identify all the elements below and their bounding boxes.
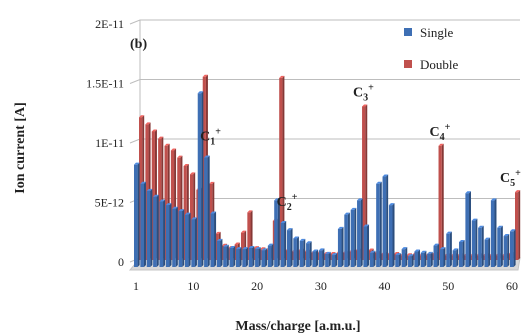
y-tick-label-4: 2E-11	[95, 17, 124, 31]
bar-single-20	[255, 247, 261, 267]
legend: Single Double	[404, 25, 459, 72]
peak-label-c2: C2+	[277, 192, 298, 213]
peak-label-c5: C5+	[500, 168, 521, 189]
bar-single-24	[280, 220, 287, 267]
bar-single-40	[382, 174, 389, 267]
peak-label-c3: C3+	[353, 82, 374, 103]
bar-single-35	[350, 207, 357, 267]
y-axis-ticks: 0 5E-12 1E-11 1.5E-11 2E-11	[86, 17, 124, 269]
x-tick-label-2: 20	[251, 279, 263, 293]
legend-swatch-single	[404, 28, 412, 36]
x-tick-label-6: 60	[506, 279, 518, 293]
y-gridline-3	[129, 79, 520, 84]
bar-single-37	[363, 224, 370, 267]
bar-single-11	[197, 91, 204, 267]
bar-double-36	[362, 104, 368, 261]
bar-single-56	[484, 237, 491, 267]
bar-single-48	[433, 243, 440, 267]
bar-single-7	[172, 206, 178, 267]
legend-label-single: Single	[420, 25, 453, 40]
bar-single-18	[242, 247, 248, 267]
bar-single-3	[146, 188, 153, 267]
y-tick-label-2: 1E-11	[95, 136, 124, 150]
bar-single-41	[388, 203, 395, 267]
bar-single-5	[159, 199, 166, 267]
legend-label-double: Double	[420, 57, 459, 72]
y-tick-label-0: 0	[118, 255, 124, 269]
bar-single-38	[369, 250, 376, 267]
bar-single-50	[446, 231, 452, 267]
y-tick-label-1: 5E-12	[95, 196, 124, 210]
bar-single-19	[248, 245, 255, 267]
panel-label: (b)	[130, 37, 147, 52]
bar-single-58	[497, 225, 503, 267]
bar-single-33	[337, 226, 344, 267]
x-tick-label-3: 30	[315, 279, 327, 293]
bar-single-49	[439, 247, 446, 267]
bar-single-31	[325, 251, 331, 267]
bar-single-14	[216, 238, 223, 267]
bar-single-17	[235, 247, 242, 267]
y-tick-label-3: 1.5E-11	[86, 77, 124, 91]
bar-single-26	[293, 236, 299, 267]
bar-single-34	[344, 212, 350, 267]
bar-single-60	[510, 229, 516, 267]
bar-single-46	[420, 250, 427, 267]
bar-single-51	[452, 248, 459, 267]
legend-swatch-double	[404, 60, 412, 68]
bar-double-23	[279, 75, 285, 261]
bar-single-43	[401, 247, 408, 267]
bar-single-53	[465, 191, 471, 267]
chart-bars	[134, 74, 521, 267]
bar-double-60	[515, 190, 521, 260]
bar-single-6	[165, 203, 172, 267]
bar-single-4	[153, 194, 159, 267]
bar-double-48	[438, 143, 444, 260]
bar-single-22	[267, 243, 274, 267]
bar-single-57	[490, 198, 497, 267]
x-tick-label-4: 40	[379, 279, 391, 293]
bar-single-25	[286, 228, 293, 267]
y-gridline-4	[129, 19, 520, 25]
bar-single-16	[229, 245, 236, 267]
bar-single-30	[318, 248, 325, 267]
y-gridline-2	[129, 138, 520, 144]
bar-single-28	[306, 241, 312, 267]
bar-single-23	[274, 198, 280, 267]
bar-single-29	[312, 249, 319, 267]
bar-single-15	[223, 244, 229, 267]
bar-single-47	[427, 251, 433, 267]
bar-single-44	[408, 254, 414, 267]
bar-single-39	[376, 181, 382, 267]
bar-single-42	[395, 253, 401, 267]
peak-label-c1: C1+	[200, 127, 221, 148]
bar-single-13	[210, 211, 217, 267]
x-axis-ticks: 1 10 20 30 40 50 60	[133, 279, 518, 293]
x-axis-label: Mass/charge [a.m.u.]	[235, 319, 360, 334]
bar-single-32	[331, 253, 338, 267]
bar-single-36	[357, 198, 363, 267]
x-tick-label-5: 50	[442, 279, 454, 293]
bar-single-1	[134, 162, 140, 267]
y-axis-label: Ion current [A]	[13, 102, 28, 194]
bar-single-27	[299, 238, 306, 267]
x-tick-label-0: 1	[133, 279, 139, 293]
x-tick-label-1: 10	[187, 279, 199, 293]
bar-single-52	[459, 240, 465, 267]
bar-single-55	[478, 225, 484, 267]
bar-single-9	[184, 212, 191, 267]
bar-single-12	[204, 155, 210, 267]
bar-single-59	[503, 234, 510, 267]
bar-single-21	[261, 248, 268, 267]
peak-annotations: C1+ C2+ C3+ C4+ C5+	[200, 82, 521, 212]
bar-single-2	[140, 181, 146, 267]
peak-label-c4: C4+	[430, 122, 451, 143]
bar-single-45	[414, 249, 421, 267]
bar-single-8	[178, 209, 185, 267]
bar-single-54	[471, 218, 478, 267]
bar-single-10	[191, 217, 197, 267]
